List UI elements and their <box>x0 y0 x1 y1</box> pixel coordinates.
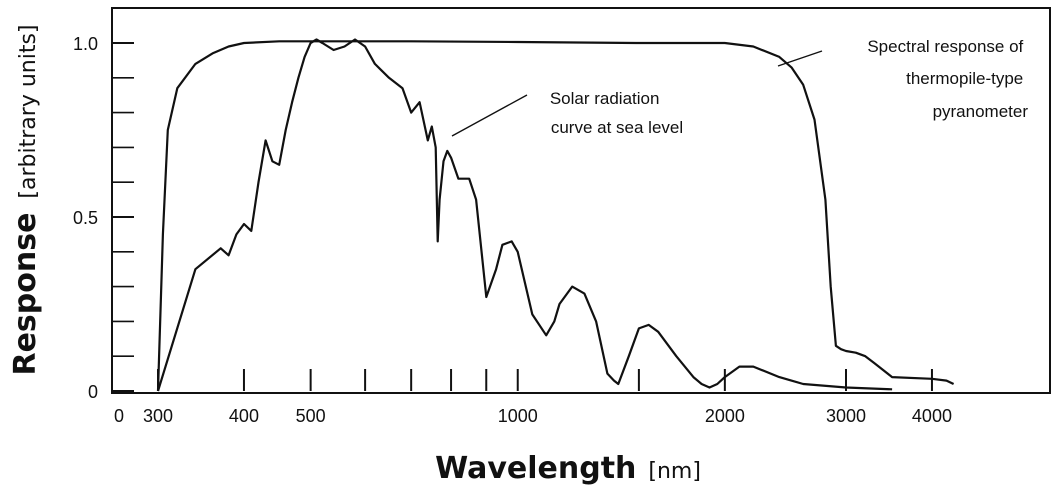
x-tick-label-400: 400 <box>229 406 259 426</box>
x-tick-label-3000: 3000 <box>826 406 866 426</box>
solar-annotation-leader <box>451 94 528 137</box>
solar-annotation: Solar radiation curve at sea level <box>550 89 683 137</box>
x-axis-title-main: Wavelength <box>435 451 636 486</box>
pyranometer-response-curve <box>156 40 955 392</box>
y-axis-title: Response [arbitrary units] <box>8 24 43 375</box>
y-axis-title-main: Response <box>8 213 43 376</box>
x-tick-label-500: 500 <box>296 406 326 426</box>
plot-frame <box>111 7 1051 394</box>
pyranometer-annotation-line-2: thermopile-type <box>906 69 1023 88</box>
x-tick-label-2000: 2000 <box>705 406 745 426</box>
x-tick-label-4000: 4000 <box>912 406 952 426</box>
y-tick-label-1: 1.0 <box>73 34 98 54</box>
x-tick-label-1000: 1000 <box>498 406 538 426</box>
solar-annotation-line-2: curve at sea level <box>551 118 683 137</box>
pyranometer-annotation-line-1: Spectral response of <box>867 37 1023 56</box>
pyranometer-annotation: Spectral response of thermopile-type pyr… <box>867 37 1028 121</box>
solar-annotation-line-1: Solar radiation <box>550 89 660 108</box>
x-axis-title-unit: [nm] <box>648 459 701 484</box>
pyranometer-annotation-line-3: pyranometer <box>933 102 1029 121</box>
x-origin-label: 0 <box>114 406 124 426</box>
solar-radiation-curve <box>156 38 893 392</box>
x-axis-title: Wavelength [nm] <box>435 451 701 486</box>
y-axis-title-unit: [arbitrary units] <box>16 24 41 198</box>
tick-labels: 300 400 500 1000 2000 3000 4000 00 0.5 1.0 <box>73 34 952 426</box>
pyranometer-annotation-leader <box>777 50 823 67</box>
x-tick-label-300: 300 <box>143 406 173 426</box>
y-tick-label-0: 0 <box>88 382 98 402</box>
y-tick-label-0.5: 0.5 <box>73 208 98 228</box>
tick-marks <box>112 42 933 392</box>
